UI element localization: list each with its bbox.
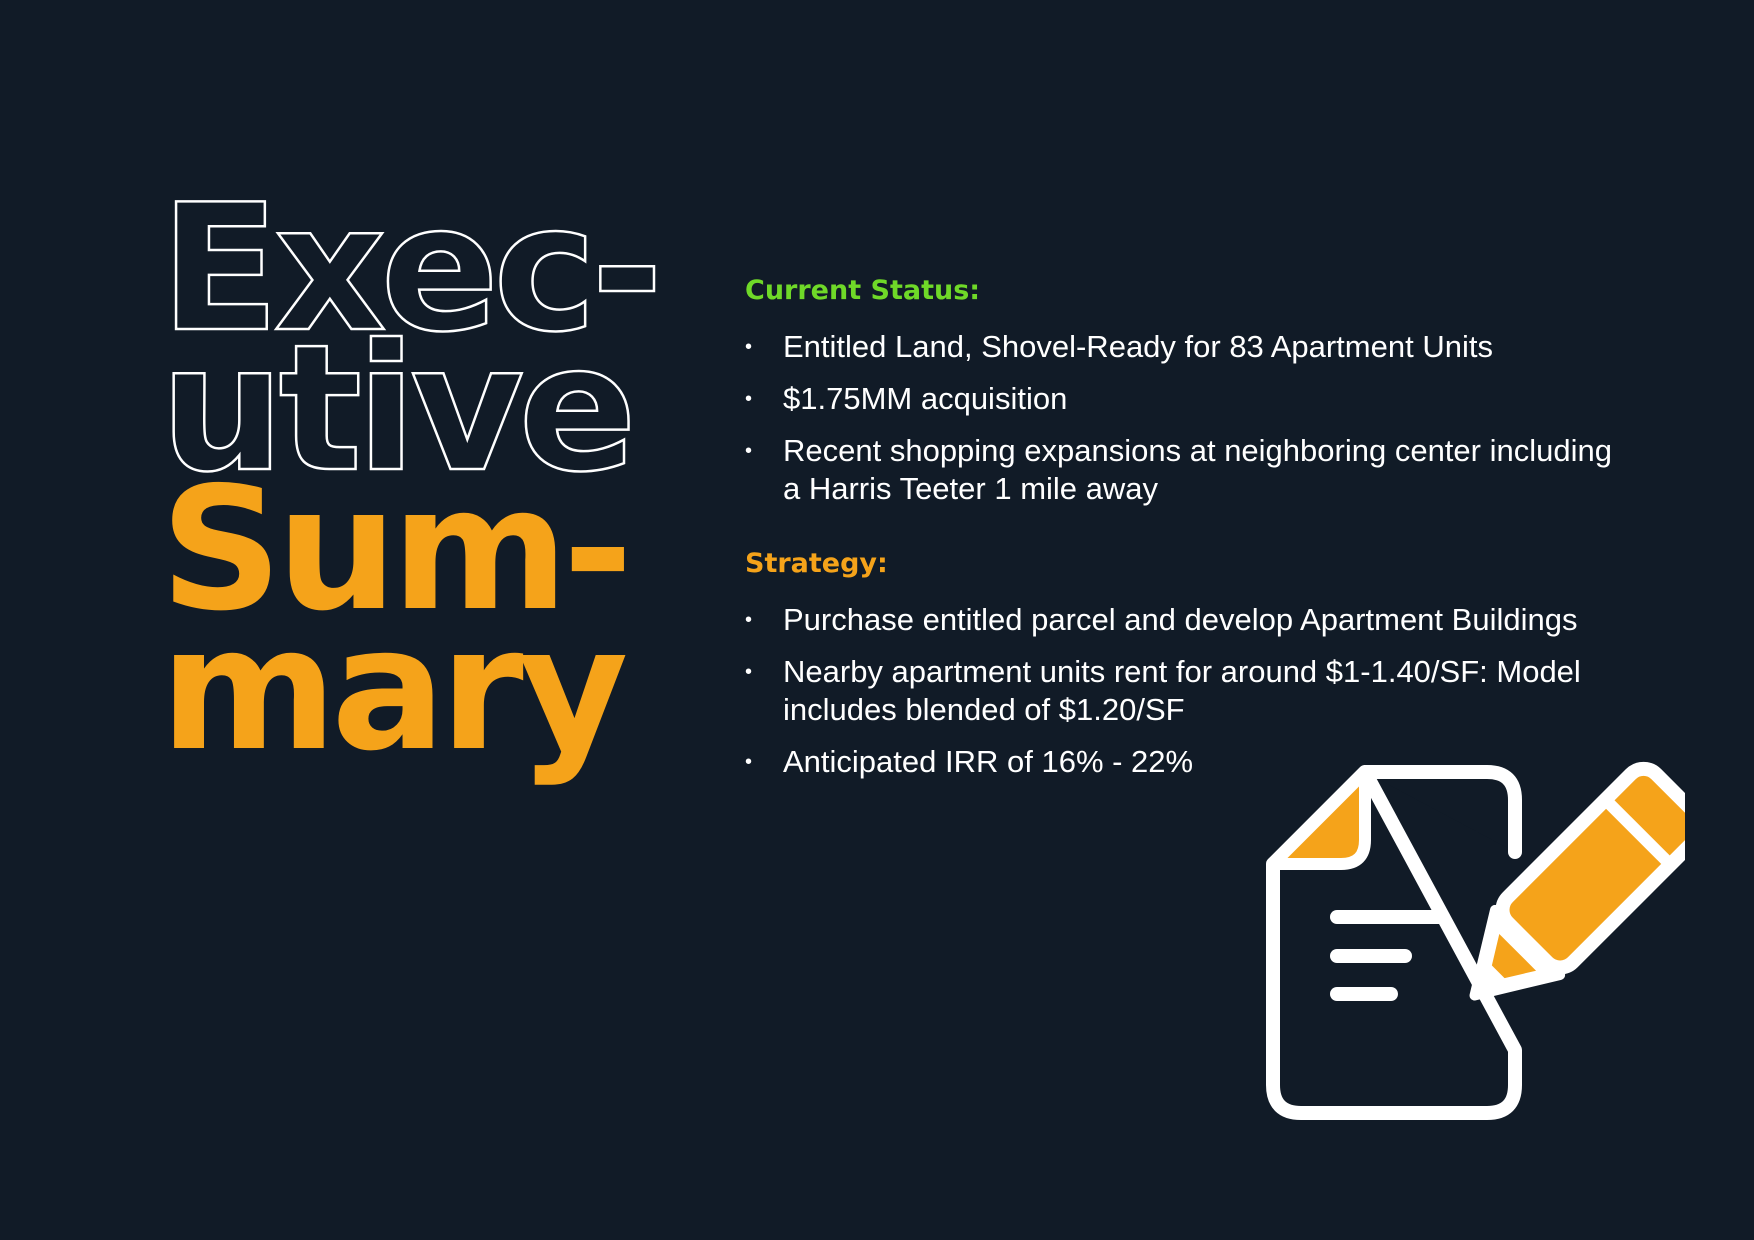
list-item: • Nearby apartment units rent for around … bbox=[745, 653, 1625, 729]
title-line-4: mary bbox=[160, 591, 629, 789]
title-line-3: Sum- bbox=[160, 451, 633, 649]
list-item-text: Nearby apartment units rent for around $… bbox=[783, 654, 1581, 727]
summary-content: Current Status: • Entitled Land, Shovel-R… bbox=[745, 275, 1625, 795]
list-item-text: Anticipated IRR of 16% - 22% bbox=[783, 744, 1194, 779]
list-item-text: Recent shopping expansions at neighborin… bbox=[783, 433, 1612, 506]
bullet-icon: • bbox=[745, 661, 753, 683]
strategy-list: • Purchase entitled parcel and develop Ap… bbox=[745, 601, 1625, 781]
current-status-list: • Entitled Land, Shovel-Ready for 83 Apar… bbox=[745, 328, 1625, 508]
title-line-2: utive bbox=[159, 308, 639, 511]
slide-title: Exec- utive Sum- mary bbox=[159, 168, 720, 789]
document-edit-icon bbox=[1266, 761, 1685, 1120]
current-status-heading: Current Status: bbox=[745, 275, 981, 306]
list-item: • Recent shopping expansions at neighbori… bbox=[745, 432, 1625, 508]
bullet-icon: • bbox=[745, 751, 753, 773]
list-item-text: Purchase entitled parcel and develop Apa… bbox=[783, 602, 1578, 637]
strategy-heading: Strategy: bbox=[745, 548, 888, 579]
bullet-icon: • bbox=[745, 440, 753, 462]
bullet-icon: • bbox=[745, 388, 753, 410]
title-line-1: Exec- bbox=[159, 168, 665, 371]
list-item-text: $1.75MM acquisition bbox=[783, 381, 1068, 416]
list-item: • Anticipated IRR of 16% - 22% bbox=[745, 743, 1625, 781]
list-item: • Purchase entitled parcel and develop Ap… bbox=[745, 601, 1625, 639]
list-item-text: Entitled Land, Shovel-Ready for 83 Apart… bbox=[783, 329, 1493, 364]
list-item: • $1.75MM acquisition bbox=[745, 380, 1625, 418]
bullet-icon: • bbox=[745, 609, 753, 631]
list-item: • Entitled Land, Shovel-Ready for 83 Apar… bbox=[745, 328, 1625, 366]
bullet-icon: • bbox=[745, 336, 753, 358]
